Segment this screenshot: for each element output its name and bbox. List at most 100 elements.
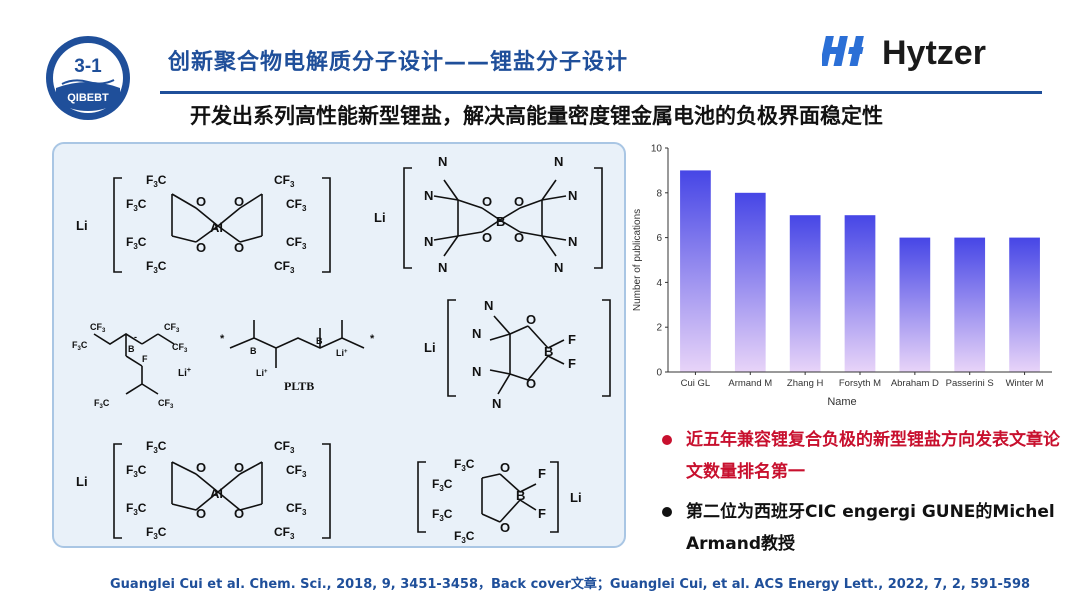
- svg-text:N: N: [424, 234, 433, 249]
- note-item: 近五年兼容锂复合负极的新型锂盐方向发表文章论文数量排名第一: [662, 424, 1062, 488]
- x-tick-label: Passerini S: [946, 378, 994, 389]
- svg-text:F3C: F3C: [72, 340, 88, 352]
- li-label-4: Li: [424, 340, 436, 355]
- al-label-1: Al: [210, 220, 223, 235]
- svg-text:F3C: F3C: [146, 439, 167, 455]
- x-tick-label: Abraham D: [891, 378, 939, 389]
- svg-text:-: -: [134, 332, 137, 342]
- svg-text:CF3: CF3: [286, 501, 307, 517]
- notes-list: 近五年兼容锂复合负极的新型锂盐方向发表文章论文数量排名第一 第二位为西班牙CIC…: [662, 424, 1062, 560]
- svg-text:B: B: [128, 344, 135, 354]
- svg-text:O: O: [482, 230, 492, 245]
- svg-text:F: F: [538, 466, 546, 481]
- svg-text:F3C: F3C: [146, 259, 167, 275]
- svg-text:F: F: [142, 354, 148, 364]
- svg-text:N: N: [484, 298, 493, 313]
- svg-text:N: N: [492, 396, 501, 411]
- svg-text:CF3: CF3: [286, 235, 307, 251]
- svg-text:O: O: [482, 194, 492, 209]
- svg-text:B: B: [250, 346, 257, 356]
- svg-text:F: F: [568, 332, 576, 347]
- svg-text:F3C: F3C: [146, 173, 167, 189]
- badge-number: 3-1: [74, 56, 102, 77]
- li-plus-label: Li: [178, 368, 187, 379]
- x-tick-label: Winter M: [1006, 378, 1044, 389]
- cf3-sub: 3: [153, 180, 158, 189]
- svg-text:O: O: [196, 506, 206, 521]
- svg-text:CF3: CF3: [274, 525, 295, 541]
- x-tick-label: Forsyth M: [839, 378, 881, 389]
- svg-text:O: O: [526, 376, 536, 391]
- svg-text:N: N: [424, 188, 433, 203]
- svg-text:CF3: CF3: [286, 197, 307, 213]
- svg-text:N: N: [438, 154, 447, 169]
- svg-text:N: N: [472, 326, 481, 341]
- x-tick-label: Cui GL: [681, 378, 711, 389]
- svg-text:O: O: [234, 194, 244, 209]
- svg-text:CF3: CF3: [164, 322, 180, 334]
- svg-text:Li+: Li+: [178, 367, 191, 379]
- svg-text:O: O: [234, 240, 244, 255]
- citation: Guanglei Cui et al. Chem. Sci., 2018, 9,…: [110, 577, 1031, 592]
- x-axis-label: Name: [827, 396, 856, 408]
- svg-text:F3C: F3C: [454, 457, 475, 473]
- svg-text:Li+: Li+: [256, 368, 268, 378]
- pltb-label: PLTB: [284, 379, 314, 393]
- x-tick-label: Zhang H: [787, 378, 824, 389]
- bullet-icon: [662, 507, 672, 517]
- title-underline: [160, 91, 1042, 94]
- y-tick-label: 4: [656, 278, 662, 289]
- svg-text:F3C: F3C: [454, 529, 475, 545]
- svg-text:Li+: Li+: [336, 348, 348, 358]
- y-tick-label: 8: [656, 188, 662, 199]
- svg-text:F3C: F3C: [126, 197, 147, 213]
- y-tick-label: 10: [651, 144, 663, 155]
- svg-text:F3C: F3C: [146, 525, 167, 541]
- y-tick-label: 6: [656, 233, 662, 244]
- svg-text:F: F: [538, 506, 546, 521]
- svg-text:O: O: [196, 460, 206, 475]
- bar-abraham-d: [899, 237, 931, 372]
- svg-text:O: O: [196, 240, 206, 255]
- svg-text:N: N: [438, 260, 447, 275]
- svg-text:O: O: [526, 312, 536, 327]
- qibebt-badge: 3-1 QIBEBT: [46, 36, 130, 120]
- cf3-c: C: [158, 173, 167, 187]
- li-label-3: Li: [76, 474, 88, 489]
- logo-text: Hytzer: [882, 34, 986, 72]
- svg-text:F3C: F3C: [126, 501, 147, 517]
- note-item: 第二位为西班牙CIC engergi GUNE的Michel Armand教授: [662, 496, 1062, 560]
- svg-text:F3C: F3C: [432, 477, 453, 493]
- bar-zhang-h: [789, 215, 821, 372]
- note-text-2: 第二位为西班牙CIC engergi GUNE的Michel Armand教授: [686, 502, 1055, 554]
- bar-forsyth-m: [844, 215, 876, 372]
- svg-text:*: *: [370, 333, 375, 345]
- svg-text:N: N: [568, 234, 577, 249]
- svg-text:F3C: F3C: [432, 507, 453, 523]
- publications-bar-chart: 0 2 4 6 8 10 Cui GL Armand M Zhang H Forsyth M Ab…: [632, 144, 1052, 408]
- svg-text:CF3: CF3: [274, 173, 295, 189]
- bullet-icon: [662, 435, 672, 445]
- svg-text:*: *: [220, 333, 225, 345]
- svg-text:F3C: F3C: [94, 398, 110, 410]
- y-tick-label: 0: [656, 368, 662, 379]
- svg-text:CF3: CF3: [274, 259, 295, 275]
- bar-cui-gl: [680, 170, 711, 372]
- svg-text:CF3: CF3: [158, 398, 174, 410]
- bar-passerini-s: [954, 237, 986, 372]
- svg-text:O: O: [514, 230, 524, 245]
- svg-text:O: O: [234, 506, 244, 521]
- li-label-1: Li: [76, 218, 88, 233]
- svg-text:B: B: [316, 336, 323, 346]
- note-text-1: 近五年兼容锂复合负极的新型锂盐方向发表文章论文数量排名第一: [686, 430, 1060, 482]
- page-title: 创新聚合物电解质分子设计——锂盐分子设计: [168, 50, 629, 75]
- svg-text:F: F: [568, 356, 576, 371]
- hytzer-logo: Hytzer: [822, 34, 986, 72]
- bar-winter-m: [1009, 237, 1040, 372]
- x-tick-label: Armand M: [728, 378, 772, 389]
- svg-text:O: O: [500, 520, 510, 535]
- page-subtitle: 开发出系列高性能新型锂盐，解决高能量密度锂金属电池的负极界面稳定性: [190, 104, 883, 128]
- svg-text:N: N: [554, 154, 563, 169]
- svg-text:B: B: [544, 344, 553, 359]
- badge-org: QIBEBT: [67, 92, 109, 104]
